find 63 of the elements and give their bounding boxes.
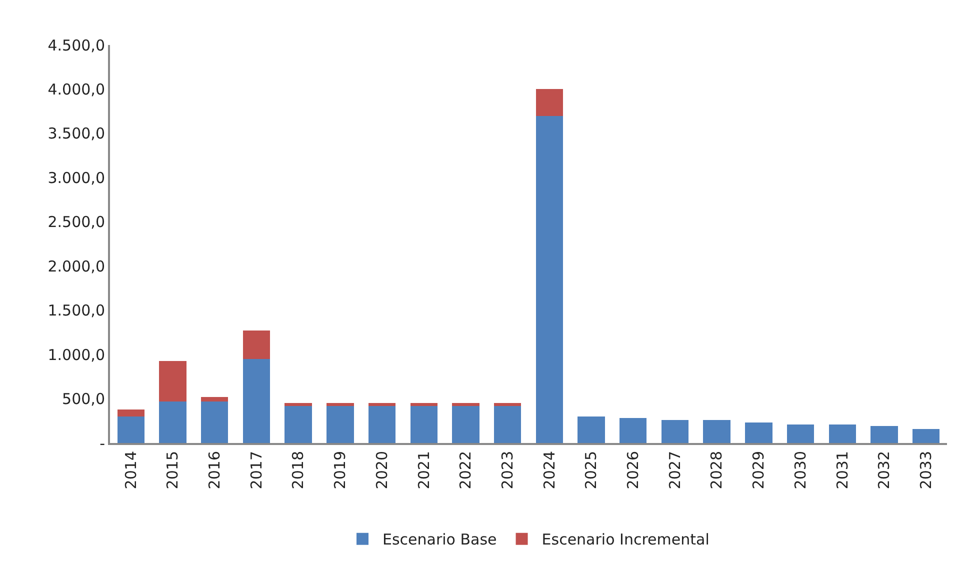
x-tick-label: 2016 [206, 451, 224, 490]
x-tick-label: 2030 [791, 451, 810, 490]
x-tick-label: 2022 [456, 451, 475, 490]
bar [326, 406, 354, 443]
legend-label: Escenario Incremental [542, 530, 710, 549]
x-tick-label: 2021 [414, 451, 433, 490]
bar [661, 420, 689, 443]
bar [201, 401, 228, 443]
bar [284, 403, 312, 406]
y-tick-label: - [100, 434, 105, 452]
x-tick-label: 2026 [624, 451, 642, 490]
bar [870, 426, 898, 443]
bar [620, 418, 647, 443]
bar [410, 403, 438, 406]
x-tick-label: 2023 [498, 451, 516, 490]
y-tick-label: 2.000,0 [48, 257, 105, 276]
bar [494, 406, 522, 443]
bar [828, 424, 856, 443]
x-tick-label: 2015 [164, 451, 182, 490]
y-tick-label: 3.500,0 [48, 124, 105, 143]
x-tick-label: 2033 [916, 451, 935, 490]
bar [410, 406, 438, 443]
x-tick-label: 2029 [750, 451, 768, 490]
x-tick-label: 2018 [289, 451, 308, 490]
x-tick-label: 2019 [331, 451, 350, 490]
x-tick-label: 2025 [582, 451, 600, 490]
y-tick-label: 1.500,0 [48, 302, 105, 320]
x-tick-label: 2027 [666, 451, 684, 490]
bar [284, 406, 312, 443]
bar [536, 116, 564, 443]
bar [452, 406, 480, 443]
bar [242, 330, 270, 359]
y-tick-label: 3.000,0 [48, 168, 105, 187]
bar [494, 403, 522, 406]
x-tick-label: 2032 [875, 451, 894, 490]
y-tick-label: 4.500,0 [48, 36, 105, 54]
bar [452, 403, 480, 406]
x-tick-label: 2017 [247, 451, 266, 490]
bar [117, 416, 145, 443]
bar [201, 397, 228, 402]
x-tick-label: 2028 [708, 451, 726, 490]
bar [242, 358, 270, 443]
y-tick-label: 500,0 [62, 390, 105, 408]
bar [159, 401, 186, 443]
x-tick-label: 2020 [372, 451, 391, 490]
x-tick-label: 2031 [833, 451, 852, 490]
bar [745, 422, 772, 443]
bar [368, 403, 396, 406]
bar [912, 428, 940, 443]
x-tick-label: 2014 [122, 451, 140, 490]
bar [117, 409, 145, 416]
legend-label: Escenario Base [382, 530, 497, 549]
bar [368, 406, 396, 443]
bar [703, 420, 730, 443]
x-tick-label: 2024 [540, 451, 558, 490]
bar [159, 360, 186, 402]
bar [326, 403, 354, 406]
y-tick-label: 4.000,0 [48, 80, 105, 98]
y-tick-label: 2.500,0 [48, 213, 105, 232]
y-tick-label: 1.000,0 [48, 346, 105, 364]
bar [536, 89, 564, 116]
bar [578, 416, 605, 443]
bar [786, 424, 814, 443]
